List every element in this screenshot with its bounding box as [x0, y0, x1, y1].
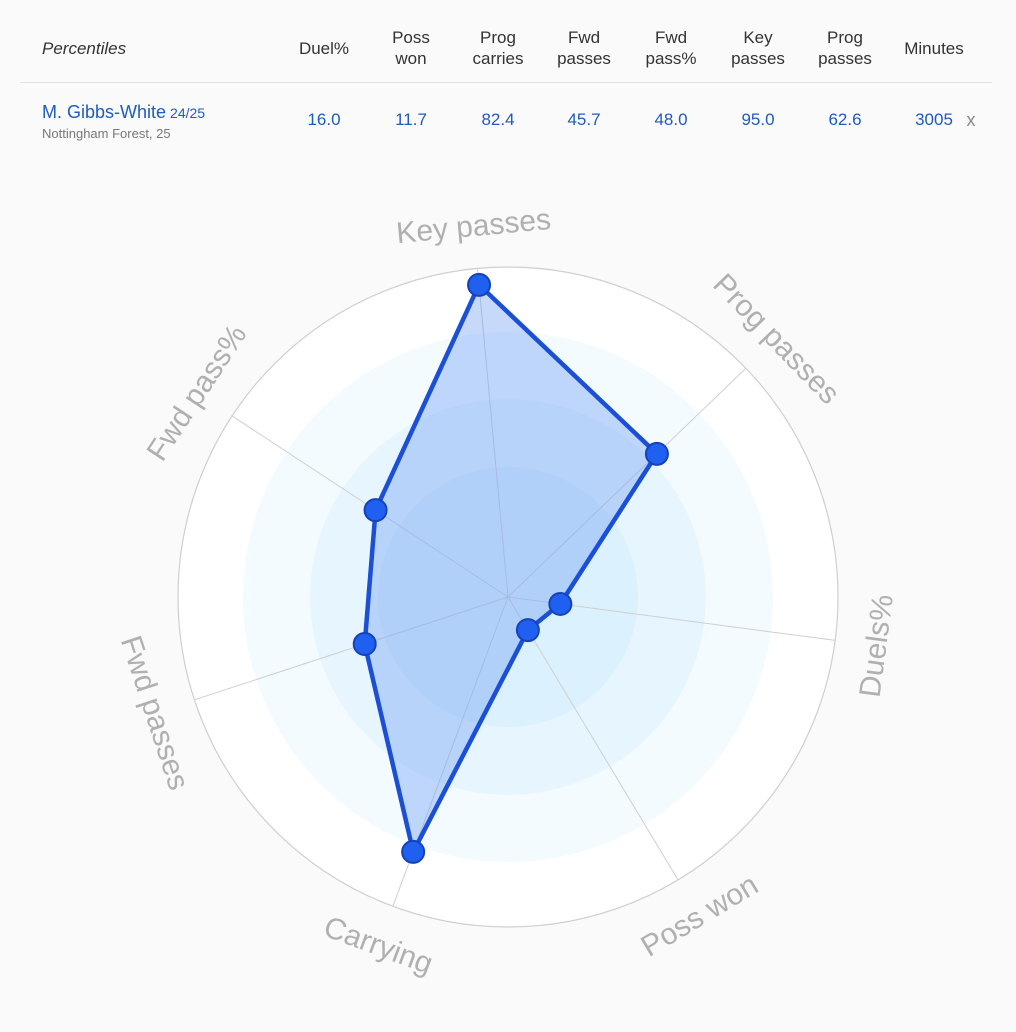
- column-fwd-passes[interactable]: Fwd passes: [557, 28, 611, 68]
- data-point-poss-won: [515, 618, 540, 643]
- column-prog-passes[interactable]: Prog passes: [818, 28, 872, 68]
- data-point-fwd-passes: [352, 631, 377, 656]
- column-minutes[interactable]: Minutes: [904, 38, 964, 58]
- column-prog-carries[interactable]: Prog carries: [472, 28, 524, 68]
- axis-label-carrying: Carrying: [319, 910, 437, 980]
- remove-player-button[interactable]: x: [966, 110, 976, 130]
- column-poss-won[interactable]: Poss won: [392, 28, 430, 68]
- radar-outer-ring: [177, 266, 839, 928]
- spoke-prog-passes: [507, 367, 747, 598]
- value-fwd-passes: 45.7: [567, 110, 601, 129]
- percentiles-table: Percentiles Duel% Poss won Prog carries …: [0, 0, 1016, 160]
- value-duel-pct: 16.0: [307, 110, 341, 129]
- spoke-poss-won: [507, 596, 679, 881]
- data-point-duels-pct: [548, 591, 573, 616]
- column-fwd-pass-pct[interactable]: Fwd pass%: [645, 28, 697, 68]
- value-prog-carries: 82.4: [481, 110, 515, 129]
- header-title: Percentiles: [42, 38, 127, 58]
- axis-label-key-passes: Key passes: [395, 203, 552, 250]
- player-season: 24/25: [170, 105, 206, 121]
- player-team: Nottingham Forest, 25: [42, 126, 171, 141]
- column-key-passes[interactable]: Key passes: [731, 28, 785, 68]
- player-name-block[interactable]: M. Gibbs-White 24/25: [42, 102, 205, 123]
- data-point-carrying: [401, 839, 426, 864]
- value-prog-passes: 62.6: [828, 110, 862, 129]
- data-point-fwd-pass-pct: [363, 498, 388, 523]
- value-fwd-pass-pct: 48.0: [654, 110, 688, 129]
- axis-label-duels-pct: Duels%: [854, 593, 900, 700]
- spoke-fwd-passes: [194, 596, 509, 701]
- data-point-prog-passes: [644, 441, 669, 466]
- value-minutes: 3005: [915, 110, 953, 129]
- data-point-key-passes: [467, 272, 492, 297]
- table-header: Percentiles Duel% Poss won Prog carries …: [20, 14, 992, 83]
- value-key-passes: 95.0: [741, 110, 775, 129]
- column-duel-pct[interactable]: Duel%: [298, 38, 350, 58]
- value-poss-won: 11.7: [395, 110, 427, 129]
- spoke-key-passes: [477, 268, 509, 598]
- table-row: M. Gibbs-White 24/25 Nottingham Forest, 2…: [20, 96, 992, 148]
- radar-series-area: [362, 282, 660, 855]
- player-name[interactable]: M. Gibbs-White: [42, 102, 167, 122]
